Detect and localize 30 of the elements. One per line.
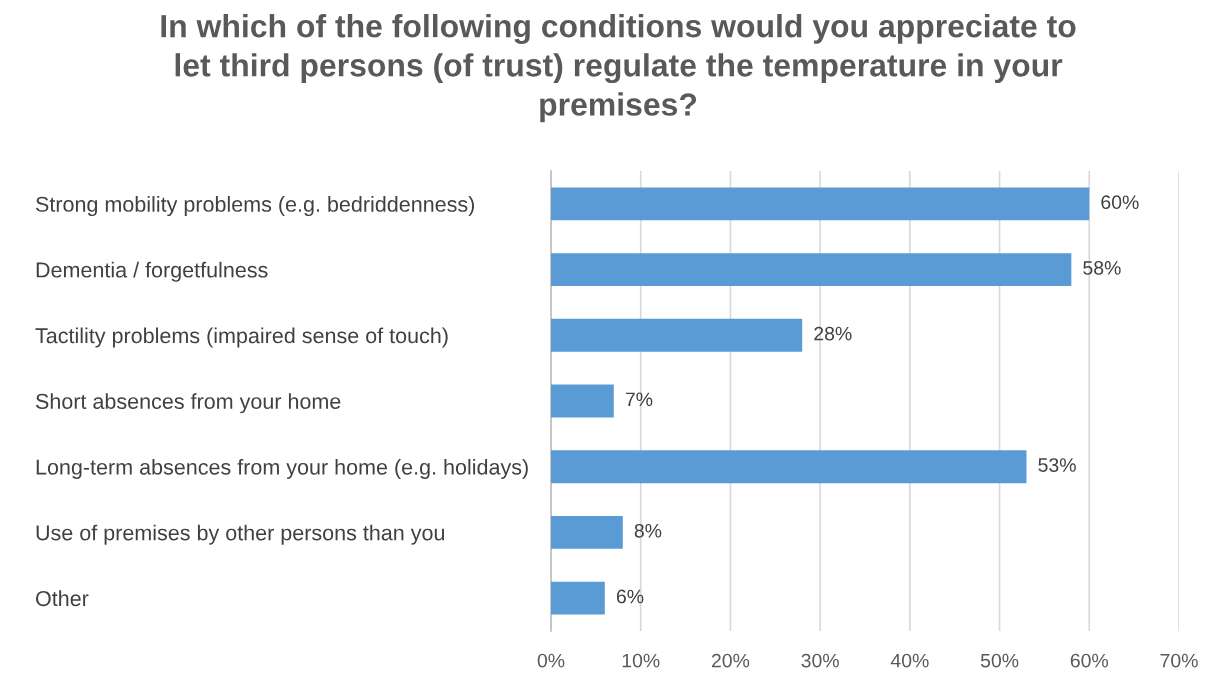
x-tick-label: 10% bbox=[622, 653, 660, 668]
bar bbox=[551, 187, 1090, 221]
x-tick-label: 40% bbox=[890, 653, 929, 668]
x-tick-label: 0% bbox=[537, 653, 565, 668]
data-label: 8% bbox=[634, 523, 662, 538]
x-tick-label: 30% bbox=[801, 653, 839, 668]
y-tick-label: Other bbox=[36, 590, 89, 607]
y-tick-label: Use of premises by other persons than you bbox=[36, 524, 445, 545]
data-label: 60% bbox=[1101, 195, 1139, 210]
y-tick-label: Tactility problems (impaired sense of touch) bbox=[35, 327, 448, 348]
y-tick-label: Short absences from your home bbox=[35, 393, 341, 414]
bar bbox=[551, 253, 1072, 286]
y-tick-label: Dementia / forgetfulness bbox=[36, 261, 268, 282]
data-label: 58% bbox=[1083, 261, 1121, 275]
bar bbox=[551, 581, 605, 615]
y-tick-label: Long-term absences from your home (e.g. holidays) bbox=[36, 458, 528, 479]
data-label: 53% bbox=[1038, 458, 1076, 472]
x-tick-label: 60% bbox=[1070, 653, 1109, 668]
bar bbox=[551, 516, 623, 549]
x-tick-label: 50% bbox=[980, 653, 1019, 668]
bar bbox=[551, 450, 1027, 484]
data-label: 28% bbox=[814, 326, 852, 341]
x-tick-label: 70% bbox=[1160, 653, 1198, 668]
x-tick-label: 20% bbox=[711, 653, 750, 668]
data-label: 6% bbox=[616, 589, 644, 604]
y-tick-label: Strong mobility problems (e.g. bedriddenness) bbox=[35, 196, 475, 217]
chart-title: In which of the following conditions would you appreciate to let third persons (of trust) regulate the temperature in your premises? bbox=[161, 14, 1076, 123]
bar bbox=[551, 384, 614, 418]
bar bbox=[551, 318, 803, 352]
data-label: 7% bbox=[625, 392, 653, 407]
